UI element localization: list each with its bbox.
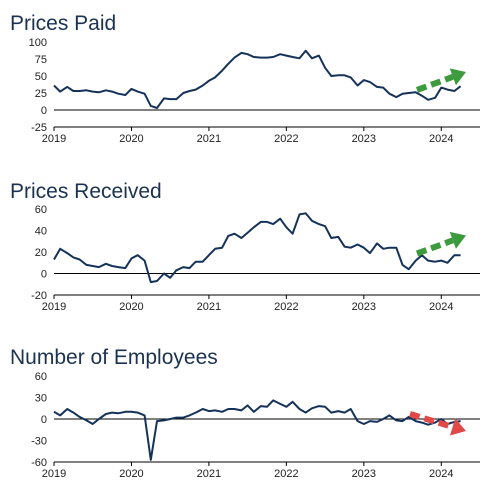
x-tick-label: 2024 bbox=[429, 133, 453, 145]
arrow-up-icon bbox=[415, 231, 466, 257]
y-tick-label: 0 bbox=[41, 414, 47, 426]
y-tick-label: 50 bbox=[35, 71, 47, 83]
x-tick-label: 2020 bbox=[119, 301, 143, 313]
x-tick-label: 2020 bbox=[119, 468, 143, 480]
x-tick-label: 2023 bbox=[352, 133, 376, 145]
x-tick-label: 2023 bbox=[352, 301, 376, 313]
x-tick-label: 2022 bbox=[274, 468, 298, 480]
y-tick-label: 25 bbox=[35, 88, 47, 100]
y-tick-label: 30 bbox=[35, 393, 47, 405]
y-tick-label: 0 bbox=[41, 269, 47, 281]
x-tick-label: 2021 bbox=[197, 468, 221, 480]
x-tick-label: 2022 bbox=[274, 133, 298, 145]
x-tick-label: 2024 bbox=[429, 301, 453, 313]
series-line bbox=[53, 49, 462, 109]
x-tick-label: 2020 bbox=[119, 133, 143, 145]
x-tick-label: 2019 bbox=[42, 301, 66, 313]
x-tick-label: 2024 bbox=[429, 468, 453, 480]
y-tick-label: -60 bbox=[31, 457, 47, 469]
x-tick-label: 2021 bbox=[197, 301, 221, 313]
chart-title: Prices Received bbox=[10, 180, 162, 203]
arrow-up-icon bbox=[415, 68, 466, 93]
y-tick-label: 60 bbox=[35, 371, 47, 383]
y-tick-label: 40 bbox=[35, 226, 47, 238]
x-tick-label: 2021 bbox=[197, 133, 221, 145]
y-tick-label: -30 bbox=[31, 436, 47, 448]
x-tick-label: 2022 bbox=[274, 301, 298, 313]
series-line bbox=[53, 212, 461, 284]
y-tick-label: 60 bbox=[35, 204, 47, 216]
x-tick-label: 2019 bbox=[42, 133, 66, 145]
y-tick-label: 75 bbox=[35, 54, 47, 66]
x-tick-label: 2023 bbox=[352, 468, 376, 480]
y-tick-label: -20 bbox=[31, 290, 47, 302]
y-tick-label: -25 bbox=[31, 122, 47, 134]
chart-title: Prices Paid bbox=[10, 12, 116, 35]
y-tick-label: 20 bbox=[35, 247, 47, 259]
arrow-down-icon bbox=[409, 411, 466, 436]
y-tick-label: 0 bbox=[41, 105, 47, 117]
x-tick-label: 2019 bbox=[42, 468, 66, 480]
chart-title: Number of Employees bbox=[10, 346, 218, 369]
y-tick-label: 100 bbox=[29, 37, 47, 49]
series-line bbox=[53, 399, 461, 461]
